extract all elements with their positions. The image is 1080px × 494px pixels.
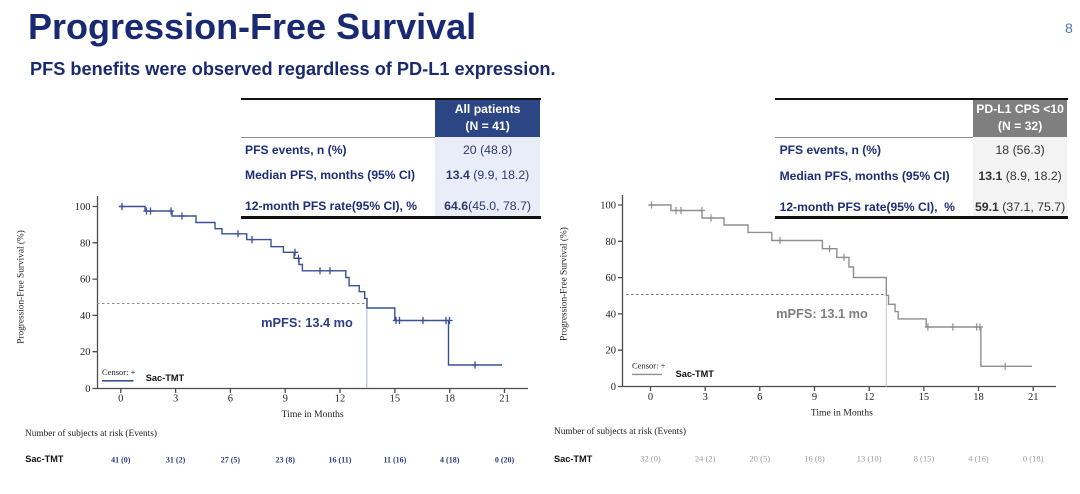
svg-text:18: 18 xyxy=(973,392,984,403)
svg-text:32 (0): 32 (0) xyxy=(640,454,661,464)
svg-text:100: 100 xyxy=(600,201,616,212)
svg-text:12: 12 xyxy=(864,392,875,403)
svg-text:Progression-Free Survival (%): Progression-Free Survival (%) xyxy=(559,227,570,341)
svg-text:60: 60 xyxy=(606,273,617,284)
svg-text:15: 15 xyxy=(919,392,930,403)
svg-text:12: 12 xyxy=(335,394,346,405)
svg-text:Number of subjects at risk (Ev: Number of subjects at risk (Events) xyxy=(554,426,686,437)
svg-text:20: 20 xyxy=(80,347,91,358)
svg-text:21: 21 xyxy=(1028,392,1039,403)
svg-text:20 (5): 20 (5) xyxy=(750,454,771,464)
svg-text:0: 0 xyxy=(648,392,653,403)
svg-text:Time in Months: Time in Months xyxy=(811,408,873,419)
svg-text:9: 9 xyxy=(812,392,817,403)
svg-text:80: 80 xyxy=(606,237,617,248)
svg-text:15: 15 xyxy=(390,394,401,405)
svg-text:8 (15): 8 (15) xyxy=(914,454,935,464)
svg-text:80: 80 xyxy=(80,238,91,249)
svg-text:16 (11): 16 (11) xyxy=(329,456,352,465)
svg-text:4 (18): 4 (18) xyxy=(440,456,460,465)
svg-text:6: 6 xyxy=(228,394,233,405)
svg-text:21: 21 xyxy=(499,394,510,405)
svg-text:6: 6 xyxy=(757,392,762,403)
svg-text:Censor: +: Censor: + xyxy=(632,361,666,371)
svg-text:0: 0 xyxy=(611,382,616,393)
svg-text:3: 3 xyxy=(173,394,178,405)
svg-text:24 (2): 24 (2) xyxy=(695,454,716,464)
svg-text:13 (10): 13 (10) xyxy=(857,454,882,464)
svg-text:Time in Months: Time in Months xyxy=(282,409,344,420)
svg-text:100: 100 xyxy=(75,202,91,213)
svg-text:0 (18): 0 (18) xyxy=(1023,454,1044,464)
svg-text:0 (20): 0 (20) xyxy=(495,456,515,465)
svg-text:60: 60 xyxy=(80,275,91,286)
svg-text:31 (2): 31 (2) xyxy=(166,456,186,465)
svg-text:0: 0 xyxy=(85,384,90,395)
svg-text:40: 40 xyxy=(606,309,617,320)
svg-text:0: 0 xyxy=(118,394,123,405)
svg-text:40: 40 xyxy=(80,311,91,322)
svg-text:11 (16): 11 (16) xyxy=(383,456,406,465)
svg-text:Number of subjects at risk (Ev: Number of subjects at risk (Events) xyxy=(25,428,157,439)
svg-text:Censor: +: Censor: + xyxy=(102,367,136,377)
svg-text:3: 3 xyxy=(703,392,708,403)
svg-text:23 (8): 23 (8) xyxy=(276,456,296,465)
svg-text:27 (5): 27 (5) xyxy=(221,456,241,465)
svg-text:41 (0): 41 (0) xyxy=(111,456,131,465)
svg-text:20: 20 xyxy=(606,346,617,357)
svg-text:18: 18 xyxy=(444,394,455,405)
svg-text:4 (16): 4 (16) xyxy=(968,454,989,464)
svg-text:Progression-Free Survival (%): Progression-Free Survival (%) xyxy=(16,230,27,344)
svg-text:9: 9 xyxy=(283,394,288,405)
svg-text:16 (8): 16 (8) xyxy=(804,454,825,464)
